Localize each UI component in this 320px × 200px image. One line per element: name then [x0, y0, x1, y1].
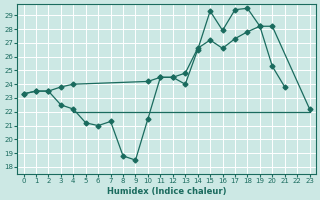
X-axis label: Humidex (Indice chaleur): Humidex (Indice chaleur) — [107, 187, 226, 196]
